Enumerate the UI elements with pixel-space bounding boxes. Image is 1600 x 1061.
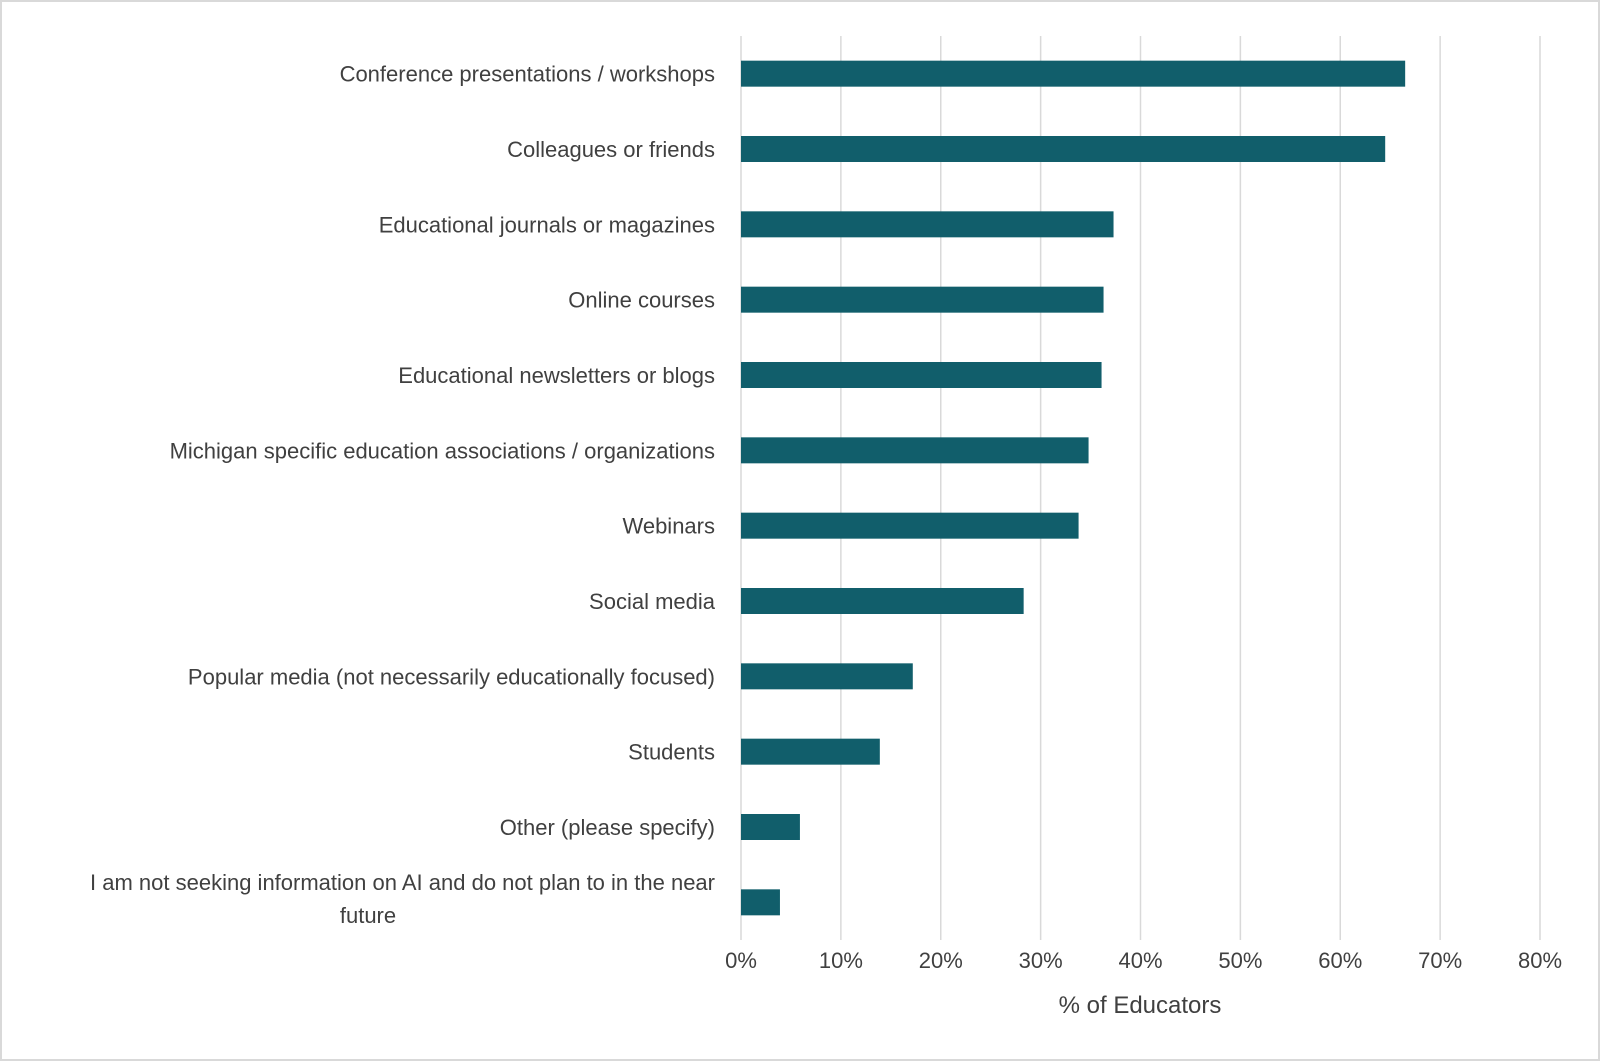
x-tick-labels: 0% 10% 20% 30% 40% 50% 60% 70% 80% (725, 948, 1562, 973)
category-label: Webinars (622, 514, 715, 539)
bar (741, 588, 1024, 614)
x-tick-label: 60% (1318, 948, 1362, 973)
x-tick-label: 20% (919, 948, 963, 973)
x-tick-label: 80% (1518, 948, 1562, 973)
x-tick-label: 50% (1218, 948, 1262, 973)
category-label: Popular media (not necessarily education… (188, 664, 715, 689)
x-tick-label: 30% (1019, 948, 1063, 973)
category-label: Online courses (568, 288, 715, 313)
bar (741, 738, 880, 765)
x-axis-title: % of Educators (1059, 992, 1222, 1019)
category-label: Educational newsletters or blogs (398, 363, 715, 388)
bar (741, 136, 1386, 162)
bar (741, 437, 1089, 464)
category-label: Other (please specify) (500, 815, 715, 840)
bar (741, 60, 1406, 87)
x-tick-label: 10% (819, 948, 863, 973)
category-label: Michigan specific education associations… (170, 438, 715, 463)
gridlines (740, 36, 1541, 940)
bars (741, 60, 1406, 916)
category-label: Conference presentations / workshops (340, 62, 715, 87)
category-label: future (340, 903, 396, 928)
category-labels: Conference presentations / workshops Coll… (90, 62, 716, 928)
x-tick-label: 0% (725, 948, 757, 973)
category-label: I am not seeking information on AI and d… (90, 870, 715, 895)
x-tick-label: 70% (1418, 948, 1462, 973)
bar (741, 286, 1104, 313)
bar (741, 512, 1079, 539)
x-tick-label: 40% (1118, 948, 1162, 973)
bar (741, 362, 1102, 388)
bar (741, 889, 780, 916)
category-label: Students (628, 740, 715, 765)
category-label: Social media (589, 589, 716, 614)
category-label: Educational journals or magazines (379, 212, 715, 237)
bar (741, 663, 913, 690)
bar (741, 211, 1114, 238)
bar (741, 814, 800, 840)
category-label: Colleagues or friends (507, 137, 715, 162)
